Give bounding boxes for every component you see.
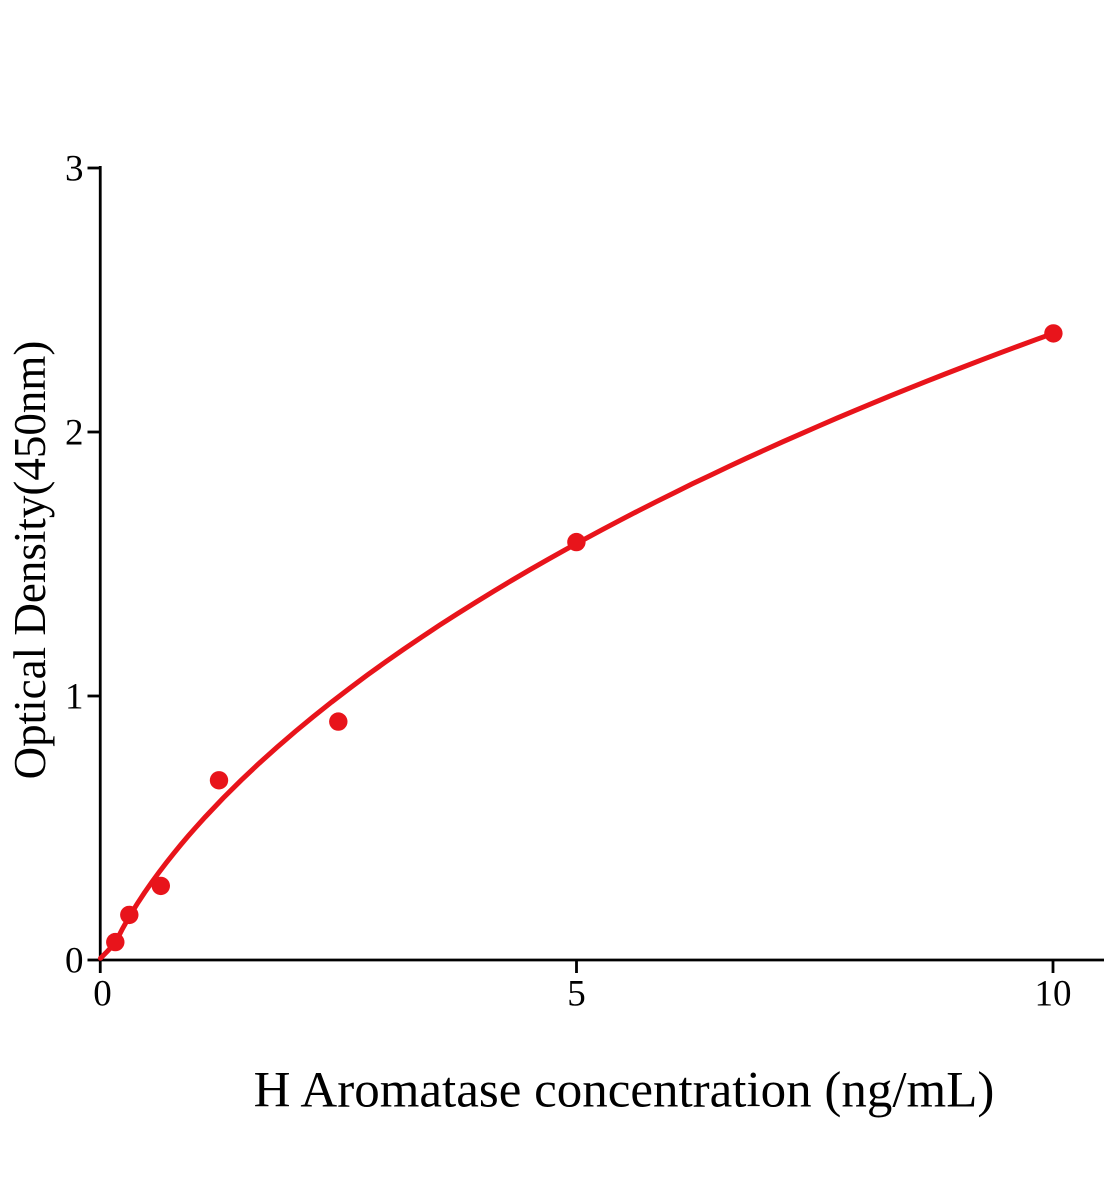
svg-text:5: 5 (567, 974, 586, 1015)
svg-text:0: 0 (93, 974, 112, 1015)
svg-text:Optical Density(450nm): Optical Density(450nm) (5, 341, 55, 780)
svg-text:1: 1 (65, 676, 84, 717)
svg-text:2: 2 (65, 412, 84, 453)
svg-text:10: 10 (1035, 974, 1072, 1015)
svg-text:0: 0 (65, 940, 84, 981)
svg-text:H Aromatase concentration (ng/: H Aromatase concentration (ng/mL) (254, 1063, 995, 1119)
svg-text:3: 3 (65, 148, 84, 189)
